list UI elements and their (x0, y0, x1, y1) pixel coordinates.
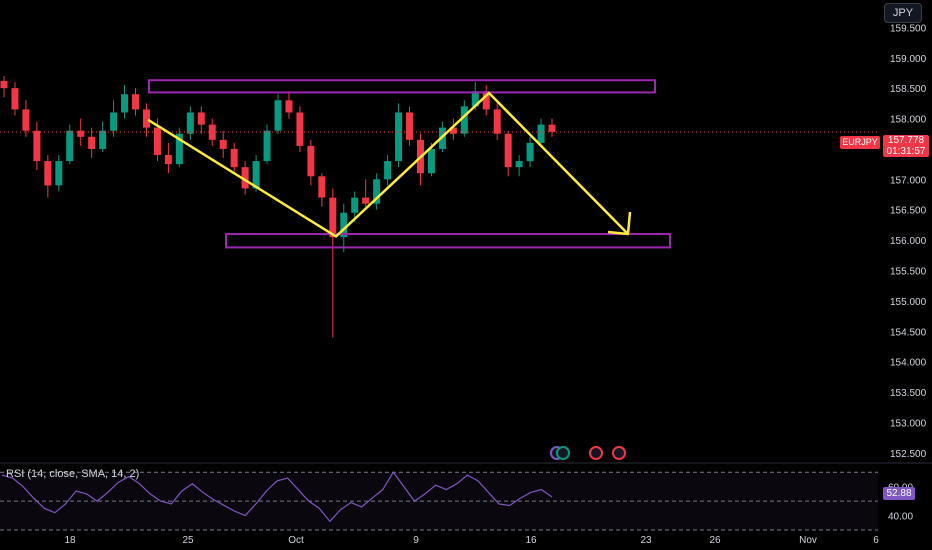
candle-body (329, 197, 337, 238)
candle-body (526, 142, 534, 162)
candle-body (318, 176, 326, 198)
candle-body (142, 109, 150, 128)
time-tick-label: 25 (182, 535, 194, 546)
candle-body (362, 197, 370, 204)
price-tick-label: 153.500 (890, 388, 927, 399)
candle-body (66, 130, 74, 162)
symbol-label: EURJPY (840, 136, 880, 149)
support-zone (225, 233, 671, 249)
rsi-tick-label: 40.00 (888, 512, 913, 523)
price-tick-label: 155.000 (890, 297, 927, 308)
rsi-line (1, 471, 553, 523)
rsi-value-tag: 52.88 (883, 487, 915, 500)
candle-body (395, 112, 403, 162)
arrow-head (607, 211, 632, 236)
time-tick-label: 9 (413, 535, 419, 546)
price-tick-label: 158.500 (890, 84, 927, 95)
projection-arrow (147, 91, 629, 238)
candle-body (88, 136, 96, 149)
candle-body (471, 91, 479, 107)
price-tick-label: 154.500 (890, 327, 927, 338)
candle-body (351, 197, 359, 213)
candle-body (121, 94, 129, 113)
candle-body (482, 91, 490, 110)
candle-body (373, 179, 381, 204)
event-marker-icon (612, 446, 626, 460)
candle-body (263, 130, 271, 162)
time-tick-label: 18 (64, 535, 76, 546)
last-price: 157.778 (887, 135, 925, 146)
candle-body (384, 161, 392, 180)
candle-body (515, 161, 523, 168)
resistance-zone (148, 79, 656, 94)
price-tick-label: 159.000 (890, 54, 927, 65)
candle-body (197, 112, 205, 125)
time-tick-label: 26 (709, 535, 721, 546)
candle-body (132, 94, 140, 110)
time-tick-label: 6 (873, 535, 879, 546)
candle-body (0, 80, 8, 89)
candle-body (164, 155, 172, 165)
candle-body (307, 145, 315, 177)
candle-body (252, 161, 260, 189)
candle-body (55, 161, 63, 186)
price-tick-label: 156.500 (890, 206, 927, 217)
candle-body (406, 112, 414, 140)
price-tick-label: 154.000 (890, 358, 927, 369)
price-tick-label: 158.000 (890, 115, 927, 126)
candle-body (33, 130, 41, 162)
candle-body (241, 167, 249, 189)
candle-body (274, 100, 282, 131)
price-tick-label: 156.000 (890, 236, 927, 247)
candle-body (11, 88, 19, 110)
candle-body (460, 106, 468, 134)
candle-body (22, 109, 30, 131)
countdown: 01:31:57 (886, 146, 926, 157)
candle-body (504, 133, 512, 168)
candle-body (296, 112, 304, 146)
price-tick-label: 157.000 (890, 175, 927, 186)
candle-body (219, 139, 227, 149)
time-tick-label: 16 (525, 535, 537, 546)
rsi-band (0, 472, 878, 530)
currency-button[interactable]: JPY (884, 3, 922, 23)
event-marker-icon (556, 446, 570, 460)
candle-body (110, 112, 118, 131)
candle-body (230, 148, 238, 168)
last-price-tag: 157.778 01:31:57 (883, 135, 929, 157)
time-tick-label: Oct (288, 535, 304, 546)
candle-body (493, 109, 501, 134)
candle-body (175, 133, 183, 165)
price-tick-label: 152.500 (890, 449, 927, 460)
candle-body (537, 124, 545, 143)
price-tick-label: 159.500 (890, 23, 927, 34)
candle-body (285, 100, 293, 113)
rsi-legend: RSI (14, close, SMA, 14, 2) (6, 468, 140, 480)
event-marker-icon (589, 446, 603, 460)
candle-body (153, 127, 161, 156)
time-tick-label: Nov (799, 535, 817, 546)
candle-body (44, 161, 52, 186)
candle-body (340, 212, 348, 238)
candle-body (186, 112, 194, 134)
candle-body (449, 127, 457, 134)
candle-body (427, 148, 435, 174)
candle-body (548, 124, 556, 132)
candle-body (99, 130, 107, 149)
candle-body (77, 130, 85, 137)
time-tick-label: 23 (640, 535, 652, 546)
price-tick-label: 155.500 (890, 267, 927, 278)
price-tick-label: 153.000 (890, 418, 927, 429)
